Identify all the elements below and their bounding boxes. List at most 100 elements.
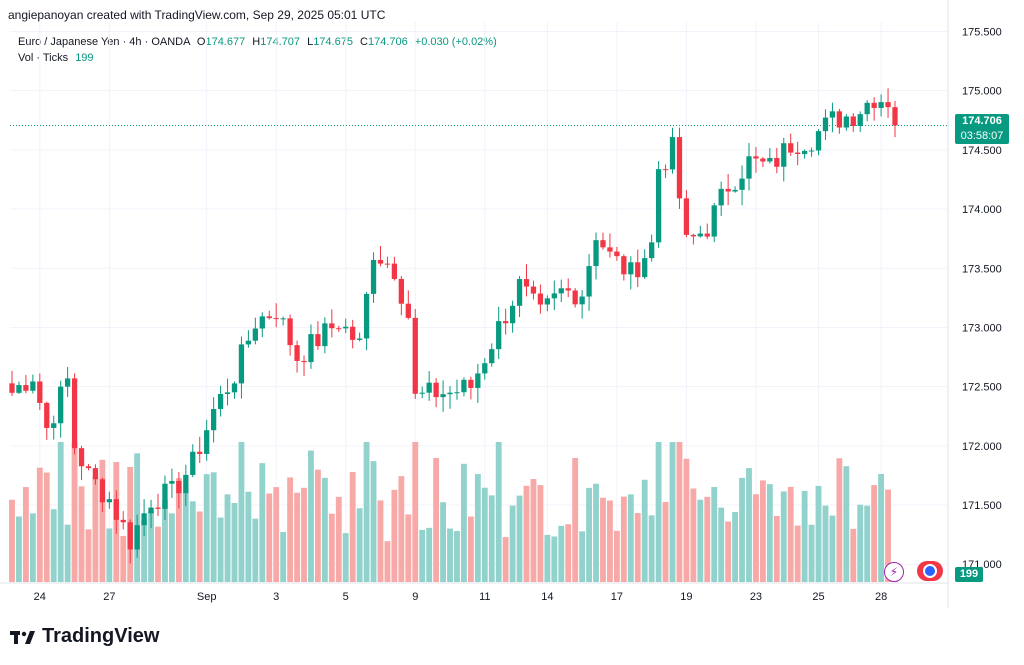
x-tick-label: 14 xyxy=(541,591,553,603)
volume-bar xyxy=(871,485,878,582)
volume-bar xyxy=(850,528,857,582)
candle-body xyxy=(836,111,843,128)
candle-body xyxy=(732,189,738,192)
last-price-tag: 174.706 03:58:07 xyxy=(955,114,1009,144)
volume-bar xyxy=(558,525,565,582)
candle-body xyxy=(343,326,349,329)
volume-bar xyxy=(22,487,29,582)
candle-body xyxy=(530,286,537,294)
volume-bar xyxy=(280,531,287,582)
x-tick-label: 9 xyxy=(412,591,418,603)
candle-body xyxy=(482,363,488,374)
volume-bar xyxy=(210,472,217,582)
candle-body xyxy=(51,423,57,428)
volume-bar xyxy=(461,463,467,582)
candle-body xyxy=(635,262,641,278)
x-tick-label: 17 xyxy=(611,591,623,603)
candle-body xyxy=(259,316,265,329)
candle-body xyxy=(600,240,606,248)
volume-bar xyxy=(732,512,739,582)
volume-bar xyxy=(377,500,384,582)
y-tick-label: 174.500 xyxy=(962,145,1002,157)
volume-bar xyxy=(370,461,377,582)
candle-body xyxy=(850,116,856,127)
candle-body xyxy=(37,381,43,403)
volume-bar xyxy=(328,513,335,582)
candle-body xyxy=(447,392,453,395)
candle-body xyxy=(204,430,210,454)
volume-bar xyxy=(753,494,759,582)
volume-bar xyxy=(530,479,537,582)
volume-bar xyxy=(196,511,203,582)
candle-body xyxy=(210,409,217,431)
candle-body xyxy=(829,111,836,118)
volume-bar xyxy=(836,458,843,582)
candle-body xyxy=(426,382,432,393)
candle-body xyxy=(496,321,502,350)
volume-bar xyxy=(321,477,328,582)
candle-body xyxy=(544,298,551,305)
candle-body xyxy=(753,156,759,159)
candle-body xyxy=(565,288,571,291)
volume-bar xyxy=(676,442,683,582)
candle-body xyxy=(419,392,425,394)
volume-bar xyxy=(697,499,704,582)
candle-body xyxy=(231,383,238,393)
open-label: O xyxy=(196,36,206,48)
volume-bar xyxy=(294,492,300,582)
volume-bar xyxy=(162,499,168,582)
candle-body xyxy=(808,150,815,152)
candle-body xyxy=(475,373,481,388)
candle-body xyxy=(329,323,335,329)
volume-bar xyxy=(843,466,850,582)
candle-body xyxy=(683,198,690,235)
volume-bar xyxy=(231,503,238,582)
symbol-title[interactable]: Euro / Japanese Yen · 4h · OANDA xyxy=(18,36,190,48)
volume-bar xyxy=(342,533,349,582)
volume-bar xyxy=(808,524,815,582)
volume-bar xyxy=(801,490,808,582)
candle-body xyxy=(44,402,50,428)
candle-body xyxy=(503,321,509,324)
flag-icon[interactable] xyxy=(917,561,943,581)
volume-bar xyxy=(544,534,551,582)
volume-bar xyxy=(203,474,210,582)
volume-bar xyxy=(16,516,22,582)
candle-body xyxy=(760,158,766,162)
volume-bar xyxy=(50,509,57,582)
volume-bar xyxy=(746,468,752,582)
volume-label[interactable]: Vol · Ticks xyxy=(18,52,69,64)
volume-bar xyxy=(509,505,516,582)
x-tick-label: 3 xyxy=(273,591,279,603)
volume-bar xyxy=(106,528,113,582)
open-value: 174.677 xyxy=(205,36,246,48)
x-tick-label: 23 xyxy=(750,591,762,603)
candle-body xyxy=(801,150,808,155)
candle-body xyxy=(162,483,168,509)
y-tick-label: 175.500 xyxy=(962,26,1002,38)
candle-body xyxy=(23,385,29,391)
volume-bar xyxy=(787,486,794,582)
volume-bar xyxy=(822,505,829,582)
volume-bar xyxy=(175,478,182,582)
volume-bar xyxy=(245,491,252,582)
candle-body xyxy=(788,143,794,153)
candle-body xyxy=(767,157,773,162)
candle-body xyxy=(781,143,787,167)
candle-body xyxy=(155,507,161,509)
legend-price-row: Euro / Japanese Yen · 4h · OANDA O174.67… xyxy=(18,34,497,50)
tradingview-logo[interactable]: TradingView xyxy=(10,625,159,648)
last-price: 174.706 xyxy=(962,115,1002,127)
candle-body xyxy=(58,386,64,424)
volume-bar xyxy=(502,537,509,582)
y-tick-label: 173.500 xyxy=(962,263,1002,275)
candle-body xyxy=(857,114,863,127)
x-tick-label: 5 xyxy=(343,591,349,603)
x-tick-label: 19 xyxy=(680,591,692,603)
candle-body xyxy=(16,385,22,393)
lightning-icon[interactable]: ⚡ xyxy=(884,562,904,582)
brand-name: TradingView xyxy=(42,625,160,647)
volume-bar xyxy=(315,469,321,582)
volume-bar xyxy=(419,529,426,582)
